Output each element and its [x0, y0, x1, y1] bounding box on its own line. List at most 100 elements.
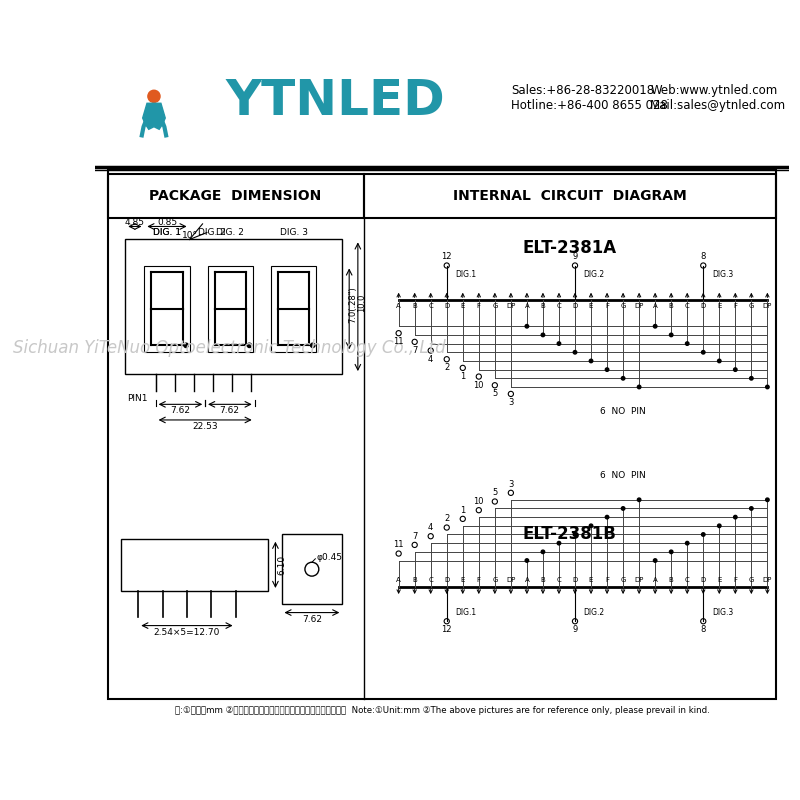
Text: E: E: [717, 303, 722, 310]
Text: 10°: 10°: [182, 230, 198, 240]
Text: E: E: [461, 303, 465, 310]
Circle shape: [558, 342, 561, 346]
Text: G: G: [749, 303, 754, 310]
Circle shape: [574, 350, 577, 354]
Circle shape: [686, 342, 689, 346]
Text: DIG. 2: DIG. 2: [216, 228, 244, 237]
Text: 6  NO  PIN: 6 NO PIN: [600, 471, 646, 480]
Text: B: B: [412, 303, 417, 310]
Text: E: E: [461, 578, 465, 583]
Bar: [95, 53, 789, 166]
Circle shape: [734, 368, 737, 371]
Circle shape: [558, 542, 561, 545]
Text: DIG.1: DIG.1: [455, 270, 477, 278]
Text: D: D: [444, 303, 450, 310]
Text: A: A: [525, 303, 530, 310]
Text: 10.0: 10.0: [357, 294, 366, 312]
Text: DP: DP: [762, 303, 772, 310]
Circle shape: [622, 506, 625, 510]
Circle shape: [654, 325, 657, 328]
Text: 11: 11: [394, 540, 404, 550]
Circle shape: [444, 357, 450, 362]
Circle shape: [638, 386, 641, 389]
Text: 10: 10: [474, 497, 484, 506]
Text: DIG. 1: DIG. 1: [153, 228, 181, 237]
Text: Mail:sales@ytnled.com: Mail:sales@ytnled.com: [650, 98, 786, 111]
Circle shape: [606, 368, 609, 371]
Text: DP: DP: [506, 578, 515, 583]
Text: 3: 3: [508, 398, 514, 407]
Circle shape: [606, 515, 609, 519]
Text: D: D: [701, 578, 706, 583]
Circle shape: [460, 516, 466, 522]
Text: F: F: [734, 578, 738, 583]
Circle shape: [396, 551, 402, 556]
Bar: [126, 239, 342, 374]
Text: 11: 11: [394, 338, 404, 346]
Text: DIG. 2: DIG. 2: [198, 228, 226, 237]
Bar: [364, 174, 776, 218]
Text: ELT-2381A: ELT-2381A: [522, 239, 617, 257]
Text: A: A: [396, 303, 401, 310]
Circle shape: [638, 498, 641, 502]
Circle shape: [428, 348, 434, 353]
Circle shape: [572, 263, 578, 268]
Text: PIN1: PIN1: [127, 394, 148, 402]
Circle shape: [734, 515, 737, 519]
Bar: [108, 170, 776, 699]
Text: G: G: [621, 303, 626, 310]
Circle shape: [428, 534, 434, 539]
Text: D: D: [572, 578, 578, 583]
Text: DIG.3: DIG.3: [712, 608, 733, 617]
Text: DIG.2: DIG.2: [584, 608, 605, 617]
Text: 8: 8: [701, 252, 706, 262]
Circle shape: [476, 374, 482, 379]
Text: 12: 12: [442, 252, 452, 262]
Bar: [271, 266, 316, 352]
Circle shape: [148, 90, 160, 102]
Text: A: A: [653, 578, 658, 583]
Circle shape: [766, 498, 769, 502]
Circle shape: [444, 618, 450, 624]
Text: 22.53: 22.53: [192, 422, 218, 430]
Text: G: G: [621, 578, 626, 583]
Text: B: B: [541, 578, 546, 583]
Circle shape: [654, 558, 657, 562]
Text: Sichuan YiTeNuo Optoelectronic Technology Co., Ltd: Sichuan YiTeNuo Optoelectronic Technolog…: [13, 339, 446, 357]
Text: PACKAGE  DIMENSION: PACKAGE DIMENSION: [150, 189, 322, 203]
Text: φ0.45: φ0.45: [316, 553, 342, 562]
Text: YTNLED: YTNLED: [225, 77, 445, 125]
Circle shape: [702, 350, 705, 354]
Text: 3: 3: [508, 480, 514, 489]
Circle shape: [460, 366, 466, 370]
Circle shape: [492, 382, 498, 388]
Circle shape: [525, 325, 529, 328]
Circle shape: [574, 533, 577, 536]
Text: DP: DP: [634, 303, 644, 310]
Text: DIG.2: DIG.2: [584, 270, 605, 278]
Text: G: G: [492, 578, 498, 583]
Circle shape: [247, 343, 251, 347]
Text: 10: 10: [474, 381, 484, 390]
Circle shape: [590, 359, 593, 362]
Text: E: E: [589, 578, 594, 583]
Text: A: A: [653, 303, 658, 310]
Circle shape: [590, 524, 593, 527]
Circle shape: [476, 507, 482, 513]
Text: INTERNAL  CIRCUIT  DIAGRAM: INTERNAL CIRCUIT DIAGRAM: [453, 189, 686, 203]
Circle shape: [541, 333, 545, 337]
Text: 7.0(.28"): 7.0(.28"): [348, 286, 357, 323]
Text: 9: 9: [572, 252, 578, 262]
Text: 7: 7: [412, 346, 418, 355]
Text: 6  NO  PIN: 6 NO PIN: [600, 406, 646, 416]
Text: C: C: [428, 578, 433, 583]
Text: C: C: [557, 303, 562, 310]
Text: Sales:+86-28-83220018: Sales:+86-28-83220018: [511, 84, 654, 97]
Circle shape: [492, 499, 498, 504]
Circle shape: [686, 542, 689, 545]
Text: 7: 7: [412, 532, 418, 541]
Text: B: B: [412, 578, 417, 583]
Circle shape: [750, 506, 753, 510]
Text: ELT-2381B: ELT-2381B: [522, 526, 617, 543]
Text: 7.62: 7.62: [170, 406, 190, 415]
